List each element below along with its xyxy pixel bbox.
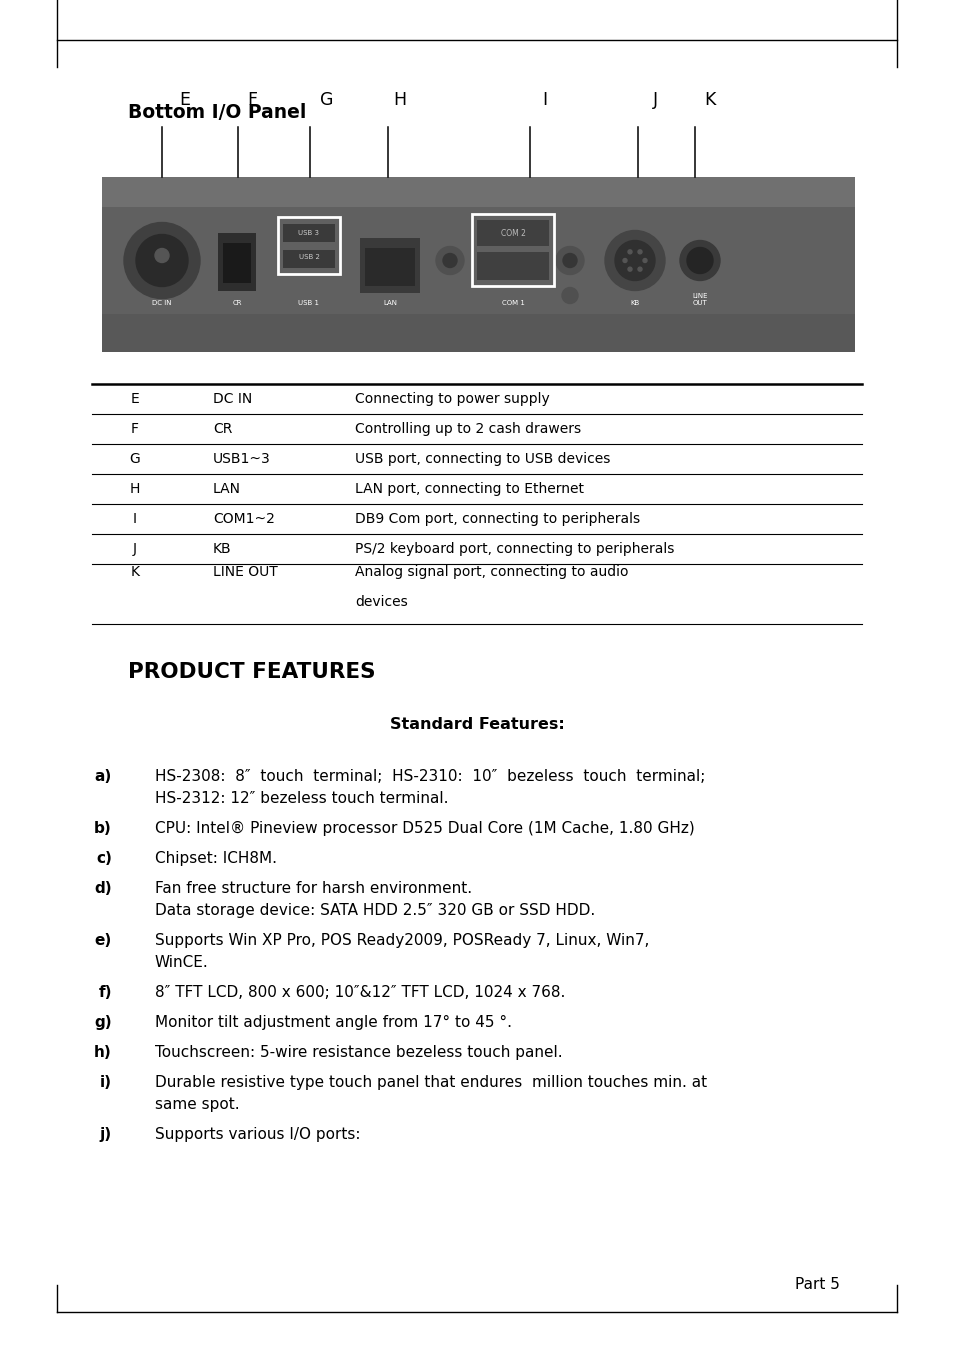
Text: H: H bbox=[393, 91, 406, 110]
Text: DC IN: DC IN bbox=[152, 300, 172, 306]
Text: a): a) bbox=[94, 769, 112, 784]
Text: Connecting to power supply: Connecting to power supply bbox=[355, 392, 549, 406]
Text: c): c) bbox=[96, 850, 112, 867]
Text: E: E bbox=[179, 91, 191, 110]
Text: LAN port, connecting to Ethernet: LAN port, connecting to Ethernet bbox=[355, 483, 583, 496]
Text: COM 1: COM 1 bbox=[501, 300, 524, 306]
Bar bbox=[283, 224, 335, 242]
Text: Controlling up to 2 cash drawers: Controlling up to 2 cash drawers bbox=[355, 422, 580, 435]
Circle shape bbox=[622, 258, 626, 262]
Text: devices: devices bbox=[355, 595, 407, 608]
Text: b): b) bbox=[94, 821, 112, 836]
Text: LINE OUT: LINE OUT bbox=[213, 565, 277, 579]
Text: LINE
OUT: LINE OUT bbox=[692, 293, 707, 306]
Circle shape bbox=[561, 288, 578, 303]
Circle shape bbox=[642, 258, 646, 262]
Circle shape bbox=[686, 247, 712, 273]
Bar bbox=[283, 250, 335, 268]
Text: HS-2312: 12″ bezeless touch terminal.: HS-2312: 12″ bezeless touch terminal. bbox=[154, 791, 448, 806]
Bar bbox=[277, 218, 339, 274]
Circle shape bbox=[556, 246, 583, 274]
Text: Chipset: ICH8M.: Chipset: ICH8M. bbox=[154, 850, 276, 867]
Text: K: K bbox=[703, 91, 715, 110]
Circle shape bbox=[638, 268, 641, 272]
Text: Part 5: Part 5 bbox=[794, 1278, 840, 1293]
Text: WinCE.: WinCE. bbox=[154, 955, 209, 969]
Text: G: G bbox=[320, 91, 334, 110]
Text: KB: KB bbox=[630, 300, 639, 306]
Text: DC IN: DC IN bbox=[213, 392, 252, 406]
Bar bbox=[359, 238, 419, 292]
Circle shape bbox=[679, 241, 720, 280]
Bar bbox=[365, 247, 415, 285]
Text: Analog signal port, connecting to audio: Analog signal port, connecting to audio bbox=[355, 565, 628, 579]
Text: CR: CR bbox=[213, 422, 233, 435]
Text: PS/2 keyboard port, connecting to peripherals: PS/2 keyboard port, connecting to periph… bbox=[355, 542, 674, 556]
Bar bbox=[223, 242, 251, 283]
Circle shape bbox=[562, 254, 577, 268]
Text: J: J bbox=[652, 91, 657, 110]
Text: same spot.: same spot. bbox=[154, 1096, 239, 1111]
Text: H: H bbox=[130, 483, 140, 496]
Text: i): i) bbox=[100, 1075, 112, 1090]
Circle shape bbox=[627, 268, 631, 272]
Circle shape bbox=[615, 241, 655, 280]
Text: COM1~2: COM1~2 bbox=[213, 512, 274, 526]
Text: Data storage device: SATA HDD 2.5″ 320 GB or SSD HDD.: Data storage device: SATA HDD 2.5″ 320 G… bbox=[154, 903, 595, 918]
Bar bbox=[102, 314, 854, 352]
Text: USB 1: USB 1 bbox=[298, 300, 319, 306]
Circle shape bbox=[154, 249, 169, 262]
Circle shape bbox=[136, 234, 188, 287]
Text: f): f) bbox=[98, 986, 112, 1000]
Text: DB9 Com port, connecting to peripherals: DB9 Com port, connecting to peripherals bbox=[355, 512, 639, 526]
Text: USB 2: USB 2 bbox=[298, 254, 319, 260]
Text: K: K bbox=[131, 565, 139, 579]
Text: Supports Win XP Pro, POS Ready2009, POSReady 7, Linux, Win7,: Supports Win XP Pro, POS Ready2009, POSR… bbox=[154, 933, 649, 948]
Text: F: F bbox=[131, 422, 139, 435]
Text: Touchscreen: 5-wire resistance bezeless touch panel.: Touchscreen: 5-wire resistance bezeless … bbox=[154, 1045, 562, 1060]
Text: PRODUCT FEATURES: PRODUCT FEATURES bbox=[128, 662, 375, 681]
Text: Monitor tilt adjustment angle from 17° to 45 °.: Monitor tilt adjustment angle from 17° t… bbox=[154, 1015, 512, 1030]
Text: LAN: LAN bbox=[382, 300, 396, 306]
Text: I: I bbox=[542, 91, 547, 110]
Text: Standard Features:: Standard Features: bbox=[389, 717, 564, 731]
Text: CR: CR bbox=[232, 300, 241, 306]
Text: Fan free structure for harsh environment.: Fan free structure for harsh environment… bbox=[154, 882, 472, 896]
Text: USB 3: USB 3 bbox=[298, 230, 319, 237]
Text: d): d) bbox=[94, 882, 112, 896]
Circle shape bbox=[436, 246, 463, 274]
Text: Supports various I/O ports:: Supports various I/O ports: bbox=[154, 1128, 360, 1142]
Bar bbox=[476, 251, 548, 280]
Text: J: J bbox=[132, 542, 137, 556]
Bar bbox=[476, 220, 548, 246]
Text: USB1~3: USB1~3 bbox=[213, 452, 271, 466]
Text: 8″ TFT LCD, 800 x 600; 10″&12″ TFT LCD, 1024 x 768.: 8″ TFT LCD, 800 x 600; 10″&12″ TFT LCD, … bbox=[154, 986, 565, 1000]
Bar bbox=[102, 177, 854, 352]
Text: h): h) bbox=[94, 1045, 112, 1060]
Text: j): j) bbox=[100, 1128, 112, 1142]
Text: g): g) bbox=[94, 1015, 112, 1030]
Text: USB port, connecting to USB devices: USB port, connecting to USB devices bbox=[355, 452, 610, 466]
Text: G: G bbox=[130, 452, 140, 466]
Text: e): e) bbox=[94, 933, 112, 948]
Text: Bottom I/O Panel: Bottom I/O Panel bbox=[128, 103, 306, 122]
Circle shape bbox=[124, 223, 200, 299]
Text: E: E bbox=[131, 392, 139, 406]
Bar bbox=[218, 233, 255, 291]
Text: LAN: LAN bbox=[213, 483, 241, 496]
Text: F: F bbox=[247, 91, 256, 110]
Circle shape bbox=[442, 254, 456, 268]
Text: CPU: Intel® Pineview processor D525 Dual Core (1M Cache, 1.80 GHz): CPU: Intel® Pineview processor D525 Dual… bbox=[154, 821, 694, 836]
Circle shape bbox=[604, 230, 664, 291]
Text: Durable resistive type touch panel that endures  million touches min. at: Durable resistive type touch panel that … bbox=[154, 1075, 706, 1090]
Bar bbox=[472, 214, 554, 287]
Text: I: I bbox=[132, 512, 137, 526]
Text: KB: KB bbox=[213, 542, 232, 556]
Bar bbox=[102, 177, 854, 207]
Text: COM 2: COM 2 bbox=[500, 228, 525, 238]
Circle shape bbox=[627, 250, 631, 254]
Text: HS-2308:  8″  touch  terminal;  HS-2310:  10″  bezeless  touch  terminal;: HS-2308: 8″ touch terminal; HS-2310: 10″… bbox=[154, 769, 704, 784]
Circle shape bbox=[638, 250, 641, 254]
